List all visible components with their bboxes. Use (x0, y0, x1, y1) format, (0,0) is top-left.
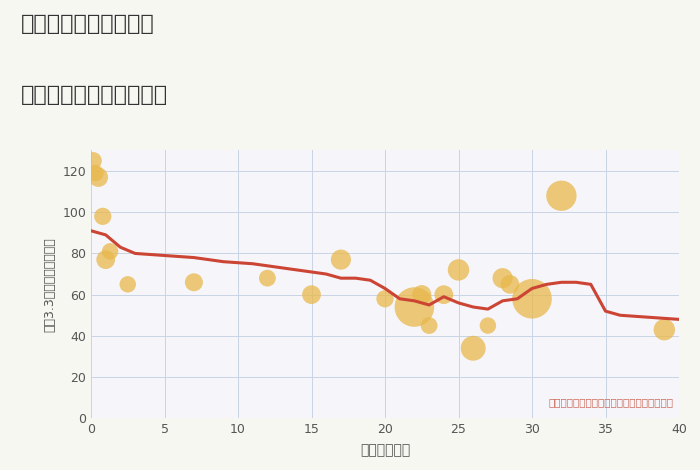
Point (659, 326, 670, 333)
Point (504, 281, 515, 288)
Point (262, 274, 273, 282)
X-axis label: 築年数（年）: 築年数（年） (360, 443, 410, 457)
Point (335, 256, 346, 263)
Point (526, 295, 538, 303)
Point (468, 345, 479, 352)
Point (497, 274, 508, 282)
Point (379, 295, 391, 303)
Point (438, 291, 449, 298)
Text: 円の大きさは、取引のあった物件面積を示す: 円の大きさは、取引のあった物件面積を示す (548, 398, 673, 407)
Point (416, 291, 427, 298)
Point (453, 266, 464, 274)
Point (556, 192, 567, 199)
Text: 築年数別中古戸建て価格: 築年数別中古戸建て価格 (21, 85, 168, 105)
Point (482, 322, 493, 329)
Point (97, 212, 108, 220)
Text: 大阪府東大阪市金岡の: 大阪府東大阪市金岡の (21, 14, 155, 34)
Point (409, 303, 420, 311)
Point (188, 279, 199, 286)
Point (122, 281, 133, 288)
Point (92, 173, 104, 181)
Point (306, 291, 317, 298)
Point (100, 256, 111, 263)
Point (424, 322, 435, 329)
Point (104, 248, 116, 255)
Y-axis label: 坪（3.3㎡）単価（万円）: 坪（3.3㎡）単価（万円） (43, 237, 57, 332)
Point (90, 169, 101, 177)
Point (88, 157, 99, 164)
